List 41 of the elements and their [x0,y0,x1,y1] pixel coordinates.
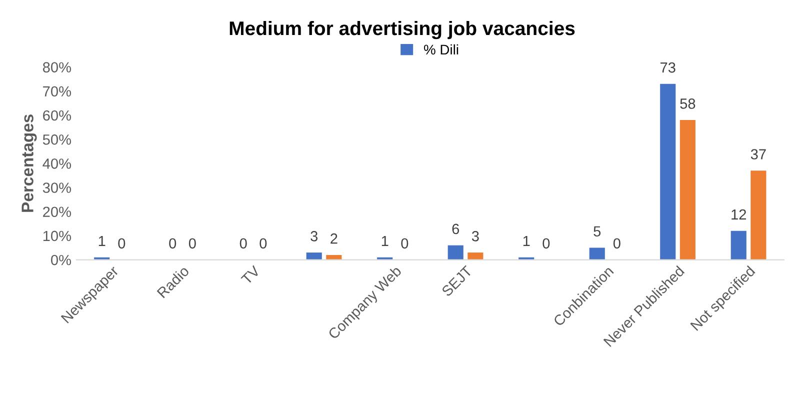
y-tick-label: 30% [42,182,71,193]
data-label: 0 [401,238,408,249]
y-tick-label: 50% [42,134,71,145]
y-axis-title: Percentages [22,114,37,212]
data-label: 1 [523,236,530,246]
y-tick-label: 10% [43,230,71,242]
bar [680,120,696,260]
y-tick-label: 40% [42,158,71,169]
data-label: 5 [594,226,601,237]
bar [448,245,464,260]
data-label: 58 [680,98,696,109]
chart-title: Medium for advertising job vacancies [230,20,575,40]
y-tick-label: 60% [43,110,71,121]
data-label: 0 [542,238,550,249]
data-label: 37 [750,149,766,160]
data-label: 0 [240,238,247,249]
data-label: 73 [660,62,676,73]
x-tick-label: TV [240,265,261,286]
data-label: 0 [260,238,267,249]
y-tick-label: 0% [51,254,71,266]
bar [468,252,484,260]
legend-label: % Dili [424,44,458,55]
data-label: 0 [613,238,620,249]
data-label: 0 [188,238,196,249]
data-label: 6 [452,224,460,234]
bar [750,170,766,260]
y-tick-label: 70% [43,86,71,97]
y-tick-label: 20% [43,206,71,218]
bar [589,248,605,260]
data-label: 1 [382,236,388,246]
bar [306,252,322,260]
bar [660,84,676,260]
data-label: 3 [472,231,479,242]
data-label: 12 [732,209,746,220]
data-label: 1 [98,236,106,246]
data-label: 3 [310,231,318,242]
bar [730,230,746,260]
data-label: 0 [118,238,126,249]
data-label: 2 [330,233,338,244]
data-label: 0 [169,238,176,249]
y-tick-label: 80% [42,62,71,72]
